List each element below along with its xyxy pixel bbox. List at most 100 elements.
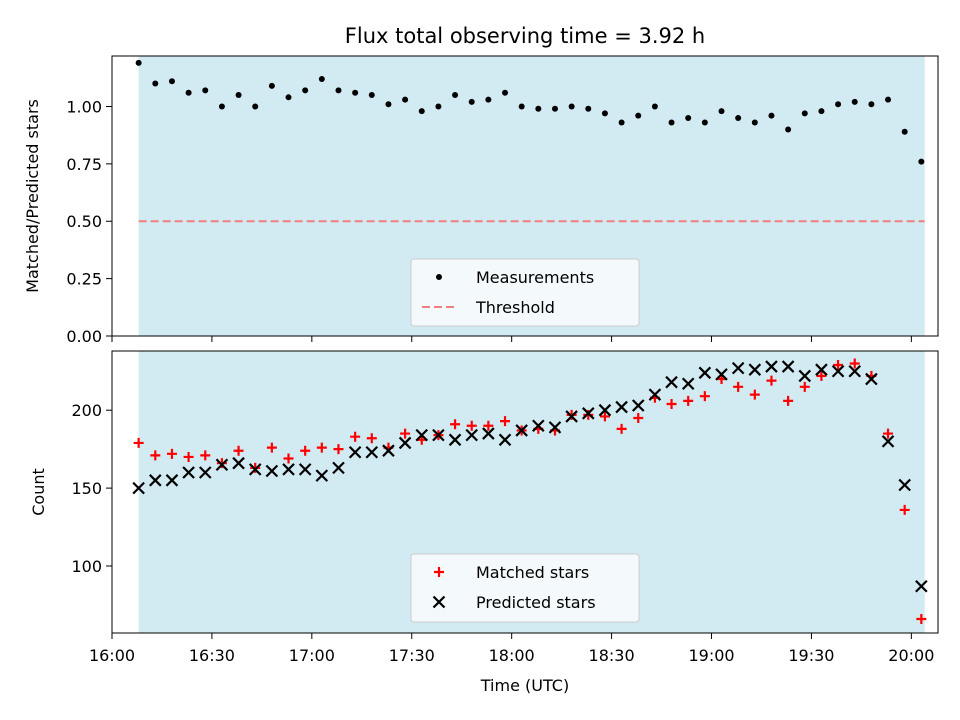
matched-star-point <box>166 448 177 459</box>
predicted-star-point <box>698 366 712 380</box>
axes-frame <box>111 55 939 337</box>
matched-star-point <box>733 381 744 392</box>
matched-star-point <box>216 458 227 469</box>
matched-star-point <box>766 375 777 386</box>
predicted-star-point <box>232 456 245 470</box>
y-tick-label: 1.00 <box>66 97 102 116</box>
predicted-star-point <box>482 427 495 440</box>
x-tick-label: 17:30 <box>389 646 435 665</box>
predicted-star-point <box>298 463 312 476</box>
measurement-point <box>285 94 292 101</box>
predicted-star-point <box>432 428 445 442</box>
axes-frame <box>111 350 939 634</box>
measurement-point <box>585 105 592 112</box>
predicted-star-point <box>898 478 911 492</box>
matched-star-point <box>500 416 511 427</box>
measurement-point <box>235 92 242 99</box>
measurement-point <box>302 87 309 94</box>
predicted-star-point <box>681 377 695 390</box>
measurement-point <box>468 98 475 105</box>
predicted-star-point <box>282 463 295 476</box>
top-y-axis-label: Matched/Predicted stars <box>23 99 42 293</box>
predicted-star-point <box>565 410 578 423</box>
legend-marker-plus <box>434 567 444 577</box>
measurement-point <box>918 158 925 165</box>
measurement-point <box>801 110 808 117</box>
predicted-star-point <box>248 463 262 476</box>
matched-star-point <box>833 360 844 371</box>
measurement-point <box>718 108 725 115</box>
measurement-point <box>368 92 375 99</box>
measurement-point <box>502 89 509 96</box>
bottom-panel: 100 150 200 16:00 16:30 17:00 17:30 18:00 18:30 1… <box>71 350 939 665</box>
y-tick-label: 150 <box>71 479 102 498</box>
measurement-point <box>485 96 492 103</box>
matched-star-point <box>250 462 261 473</box>
predicted-star-point <box>881 435 895 448</box>
matched-star-point <box>366 433 377 444</box>
matched-star-point <box>283 453 294 464</box>
predicted-star-point <box>915 579 928 593</box>
measurement-point <box>185 89 192 96</box>
matched-star-point <box>400 428 411 439</box>
measurement-point <box>851 98 858 105</box>
matched-star-point <box>183 451 194 462</box>
measurement-point <box>168 78 175 85</box>
predicted-star-point <box>848 364 862 378</box>
matched-star-point <box>666 398 677 409</box>
bottom-y-axis-label: Count <box>29 468 48 516</box>
predicted-star-point <box>865 372 878 386</box>
predicted-star-point <box>365 445 379 459</box>
y-tick-label: 0.25 <box>66 270 102 289</box>
legend-box <box>410 258 640 327</box>
matched-star-point <box>783 395 794 406</box>
predicted-star-point <box>548 421 562 434</box>
measurement-point <box>818 108 825 115</box>
x-tick-label: 16:30 <box>189 646 235 665</box>
predicted-star-point <box>265 464 279 478</box>
predicted-star-point <box>348 445 362 459</box>
measurement-point <box>518 103 525 110</box>
y-tick-label: 0.75 <box>66 155 102 174</box>
measurement-point <box>835 101 842 108</box>
measurement-point <box>418 108 425 115</box>
predicted-star-point <box>415 428 429 442</box>
y-tick-label: 200 <box>71 401 102 420</box>
matched-star-point <box>749 389 760 400</box>
predicted-star-point <box>515 424 528 437</box>
legend: Matched stars Predicted stars <box>410 553 640 623</box>
legend-label: Predicted stars <box>476 593 596 612</box>
matched-star-point <box>316 442 327 453</box>
matched-star-point <box>350 431 361 442</box>
legend-label: Matched stars <box>476 563 589 582</box>
matched-star-point <box>150 450 161 461</box>
chart-title: Flux total observing time = 3.92 h <box>345 24 705 48</box>
predicted-star-point <box>765 360 778 373</box>
matched-star-point <box>200 450 211 461</box>
measurement-point <box>768 112 775 119</box>
predicted-star-point <box>198 466 212 479</box>
predicted-star-point <box>132 481 145 495</box>
measurement-point <box>252 103 259 110</box>
matched-star-point <box>683 395 694 406</box>
measurement-point <box>651 103 658 110</box>
measurement-point <box>635 112 642 119</box>
measurement-point <box>318 75 325 82</box>
matched-star-point <box>816 370 827 381</box>
predicted-star-point <box>215 458 229 472</box>
measurement-point <box>568 103 575 110</box>
measurement-point <box>751 119 758 126</box>
predicted-star-point <box>665 375 678 389</box>
measurement-point <box>268 82 275 89</box>
x-axis-label: Time (UTC) <box>480 676 569 695</box>
measurement-point <box>385 101 392 108</box>
matched-star-point <box>583 409 594 420</box>
matched-star-point <box>633 412 644 423</box>
matched-star-point <box>599 411 610 422</box>
legend-label: Measurements <box>476 268 594 287</box>
measurement-point <box>452 92 459 99</box>
predicted-star-point <box>748 363 762 376</box>
measurement-point <box>868 101 875 108</box>
predicted-star-point <box>532 419 545 433</box>
